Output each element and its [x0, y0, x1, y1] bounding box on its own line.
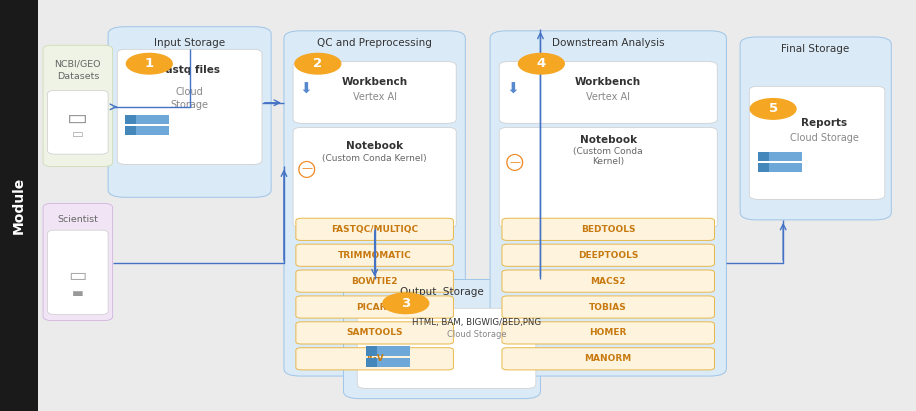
- Text: Reports: Reports: [802, 118, 847, 128]
- FancyBboxPatch shape: [117, 49, 262, 164]
- Text: Workbench: Workbench: [342, 77, 408, 87]
- Bar: [125, 115, 169, 124]
- Bar: [366, 358, 377, 367]
- Text: Input Storage: Input Storage: [154, 38, 225, 48]
- Text: ▭: ▭: [72, 128, 83, 141]
- Text: 1: 1: [145, 57, 154, 70]
- Bar: [758, 163, 769, 172]
- Text: DEEPTOOLS: DEEPTOOLS: [578, 251, 638, 260]
- Text: Final Storage: Final Storage: [781, 44, 849, 54]
- Text: Vertex AI: Vertex AI: [353, 92, 397, 102]
- Bar: [366, 358, 410, 367]
- Bar: [366, 346, 377, 356]
- FancyBboxPatch shape: [490, 31, 726, 376]
- Bar: [758, 163, 802, 172]
- Text: MACS2: MACS2: [591, 277, 626, 286]
- Text: IGV: IGV: [365, 354, 384, 363]
- Text: Cloud Storage: Cloud Storage: [790, 133, 859, 143]
- Text: 5: 5: [769, 102, 778, 115]
- FancyBboxPatch shape: [48, 90, 108, 154]
- Text: ⬇: ⬇: [507, 82, 519, 97]
- FancyBboxPatch shape: [357, 308, 536, 388]
- Circle shape: [383, 293, 429, 314]
- Text: ▭: ▭: [68, 109, 88, 129]
- FancyBboxPatch shape: [48, 230, 108, 314]
- Text: HOMER: HOMER: [590, 328, 627, 337]
- Text: Cloud Storage: Cloud Storage: [446, 330, 507, 339]
- Text: FASTQC/MULTIQC: FASTQC/MULTIQC: [331, 225, 419, 234]
- Text: ○: ○: [505, 152, 525, 172]
- FancyBboxPatch shape: [296, 296, 453, 318]
- Text: Workbench: Workbench: [575, 77, 641, 87]
- Text: Output  Storage: Output Storage: [399, 287, 484, 297]
- Text: Notebook: Notebook: [580, 135, 637, 145]
- FancyBboxPatch shape: [502, 322, 714, 344]
- Text: (Custom Conda Kernel): (Custom Conda Kernel): [322, 154, 427, 163]
- FancyBboxPatch shape: [296, 322, 453, 344]
- FancyBboxPatch shape: [108, 27, 271, 197]
- Bar: [125, 126, 169, 135]
- Circle shape: [750, 99, 796, 119]
- Text: PICARD: PICARD: [355, 302, 394, 312]
- Text: Downstream Analysis: Downstream Analysis: [552, 38, 664, 48]
- FancyBboxPatch shape: [293, 127, 456, 228]
- Text: MANORM: MANORM: [584, 354, 632, 363]
- Text: Notebook: Notebook: [346, 141, 403, 151]
- FancyBboxPatch shape: [749, 86, 885, 199]
- Text: Module: Module: [12, 177, 27, 234]
- Text: 3: 3: [401, 297, 410, 310]
- Text: (Custom Conda: (Custom Conda: [573, 147, 643, 156]
- Text: Scientist: Scientist: [58, 215, 98, 224]
- Text: Datasets: Datasets: [57, 72, 99, 81]
- Text: NCBI/GEO: NCBI/GEO: [55, 59, 101, 68]
- FancyBboxPatch shape: [296, 270, 453, 292]
- Circle shape: [126, 53, 172, 74]
- FancyBboxPatch shape: [499, 127, 717, 228]
- FancyBboxPatch shape: [502, 348, 714, 370]
- Text: TRIMMOMATIC: TRIMMOMATIC: [338, 251, 411, 260]
- Text: ○: ○: [297, 159, 317, 178]
- FancyBboxPatch shape: [296, 348, 453, 370]
- FancyBboxPatch shape: [284, 31, 465, 376]
- Text: 4: 4: [537, 57, 546, 70]
- Text: —: —: [509, 157, 520, 167]
- Text: —: —: [301, 164, 312, 173]
- FancyBboxPatch shape: [502, 218, 714, 240]
- Text: HTML, BAM, BIGWIG/BED,PNG: HTML, BAM, BIGWIG/BED,PNG: [412, 318, 540, 327]
- Text: SAMTOOLS: SAMTOOLS: [346, 328, 403, 337]
- Text: Cloud: Cloud: [176, 88, 203, 97]
- Text: 2: 2: [313, 57, 322, 70]
- FancyBboxPatch shape: [502, 270, 714, 292]
- FancyBboxPatch shape: [502, 244, 714, 266]
- Bar: [758, 152, 802, 161]
- Text: Fastq files: Fastq files: [159, 65, 220, 75]
- FancyBboxPatch shape: [296, 218, 453, 240]
- Bar: [366, 346, 410, 356]
- Bar: [125, 126, 136, 135]
- Text: QC and Preprocessing: QC and Preprocessing: [317, 38, 432, 48]
- FancyBboxPatch shape: [43, 203, 113, 321]
- FancyBboxPatch shape: [43, 45, 113, 166]
- FancyBboxPatch shape: [344, 279, 540, 399]
- FancyBboxPatch shape: [502, 296, 714, 318]
- Text: Storage: Storage: [170, 100, 209, 110]
- FancyBboxPatch shape: [296, 244, 453, 266]
- FancyBboxPatch shape: [293, 62, 456, 123]
- Text: BEDTOOLS: BEDTOOLS: [581, 225, 636, 234]
- Text: Kernel): Kernel): [592, 157, 625, 166]
- FancyBboxPatch shape: [499, 62, 717, 123]
- Bar: [758, 152, 769, 161]
- Circle shape: [295, 53, 341, 74]
- FancyBboxPatch shape: [740, 37, 891, 220]
- Text: ▬: ▬: [72, 287, 83, 300]
- Text: BOWTIE2: BOWTIE2: [352, 277, 398, 286]
- Text: ▭: ▭: [69, 266, 87, 285]
- Text: Vertex AI: Vertex AI: [586, 92, 630, 102]
- Bar: [125, 115, 136, 124]
- Text: ⬇: ⬇: [300, 82, 312, 97]
- Circle shape: [518, 53, 564, 74]
- Text: TOBIAS: TOBIAS: [589, 302, 627, 312]
- Bar: [0, 0, 38, 411]
